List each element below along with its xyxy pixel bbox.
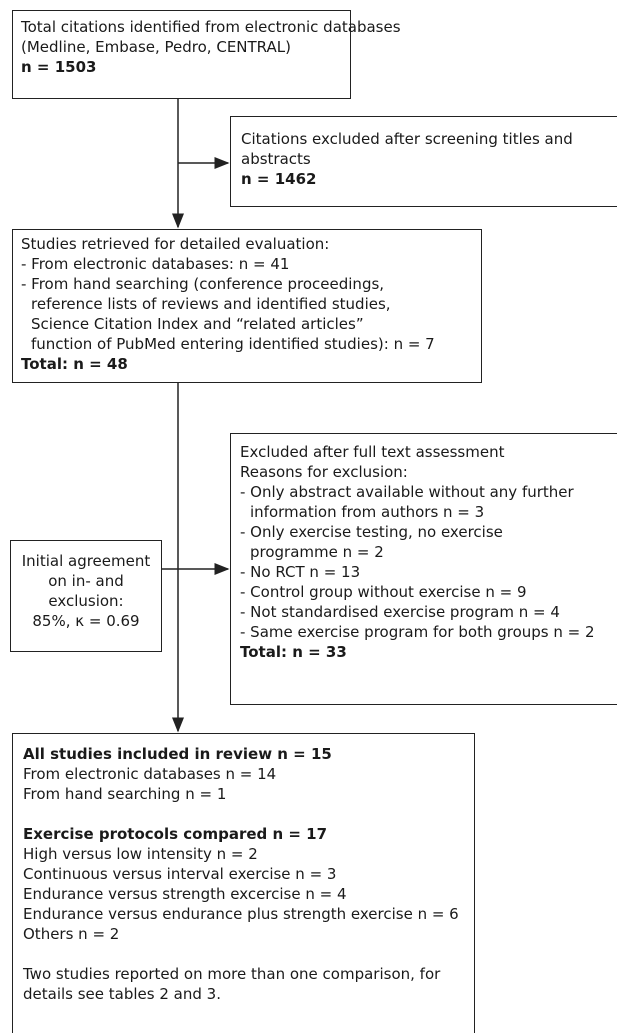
total-citations-line-1: Total citations identified from electron…: [21, 18, 401, 36]
agreement-line: exclusion:: [48, 592, 124, 610]
agreement-line: on in- and: [48, 572, 124, 590]
protocol-item: Continuous versus interval exercise n = …: [23, 865, 337, 883]
exclusion-reason: - Same exercise program for both groups …: [240, 623, 595, 641]
retrieved-item: reference lists of reviews and identifie…: [31, 295, 391, 313]
exclusion-reason: programme n = 2: [250, 543, 384, 561]
excluded-screening-box: Citations excluded after screening title…: [230, 116, 617, 207]
excluded-screening-count: n = 1462: [241, 170, 317, 188]
studies-retrieved-box: Studies retrieved for detailed evaluatio…: [12, 229, 482, 383]
protocol-item: Endurance versus strength excercise n = …: [23, 885, 347, 903]
excluded-fulltext-total: Total: n = 33: [240, 643, 347, 661]
retrieved-total: Total: n = 48: [21, 355, 128, 373]
retrieved-item: Science Citation Index and “related arti…: [31, 315, 364, 333]
retrieved-item: - From electronic databases: n = 41: [21, 255, 290, 273]
protocol-item: Endurance versus endurance plus strength…: [23, 905, 459, 923]
exclusion-reason: - Not standardised exercise program n = …: [240, 603, 560, 621]
protocols-heading: Exercise protocols compared n = 17: [23, 825, 328, 843]
included-heading: All studies included in review n = 15: [23, 745, 332, 763]
excluded-fulltext-box: Excluded after full text assessment Reas…: [230, 433, 617, 705]
exclusion-reason: - Control group without exercise n = 9: [240, 583, 527, 601]
initial-agreement-box: Initial agreement on in- and exclusion: …: [10, 540, 162, 652]
exclusion-reason: - No RCT n = 13: [240, 563, 361, 581]
excluded-screening-line-1: Citations excluded after screening title…: [241, 130, 573, 148]
exclusion-reason: information from authors n = 3: [250, 503, 485, 521]
included-source: From electronic databases n = 14: [23, 765, 277, 783]
protocol-item: Others n = 2: [23, 925, 120, 943]
included-studies-box: All studies included in review n = 15 Fr…: [12, 733, 475, 1033]
excluded-screening-line-2: abstracts: [241, 150, 311, 168]
retrieved-item: function of PubMed entering identified s…: [31, 335, 435, 353]
exclusion-reason: - Only exercise testing, no exercise: [240, 523, 503, 541]
included-note: Two studies reported on more than one co…: [23, 965, 441, 983]
total-citations-line-2: (Medline, Embase, Pedro, CENTRAL): [21, 38, 291, 56]
excluded-fulltext-subtitle: Reasons for exclusion:: [240, 463, 408, 481]
exclusion-reason: - Only abstract available without any fu…: [240, 483, 574, 501]
included-source: From hand searching n = 1: [23, 785, 227, 803]
protocol-item: High versus low intensity n = 2: [23, 845, 258, 863]
excluded-fulltext-title: Excluded after full text assessment: [240, 443, 505, 461]
retrieved-item: - From hand searching (conference procee…: [21, 275, 385, 293]
agreement-line: Initial agreement: [21, 552, 151, 570]
agreement-line: 85%, κ = 0.69: [32, 612, 140, 630]
total-citations-box: Total citations identified from electron…: [12, 10, 401, 99]
included-note: details see tables 2 and 3.: [23, 985, 221, 1003]
retrieved-title: Studies retrieved for detailed evaluatio…: [21, 235, 330, 253]
total-citations-count: n = 1503: [21, 58, 97, 76]
